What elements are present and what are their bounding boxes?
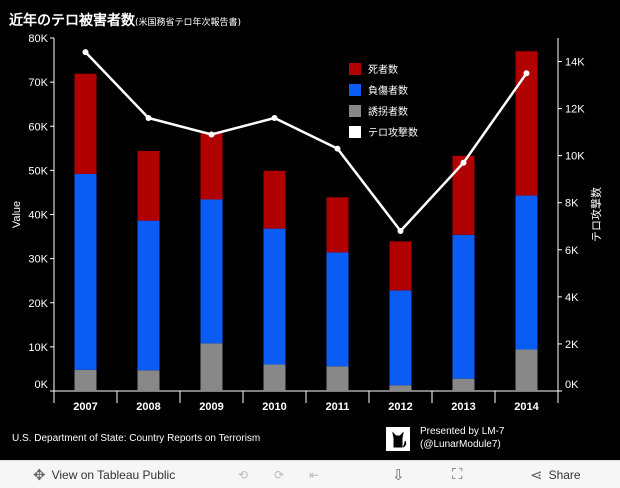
x-tick-label: 2007 [73,401,97,413]
bar-segment [515,51,538,196]
attack-count-point [523,70,530,77]
y2-tick-label: 8K [565,198,579,210]
y2-tick-label: 14K [565,57,585,69]
attack-count-point [271,115,278,122]
bar-segment [263,364,286,391]
revert-icon: ⇤ [309,467,320,482]
legend-label: テロ攻撃数 [368,126,418,139]
bar-segment [452,234,475,379]
legend-swatch [349,84,361,96]
share-label: Share [548,467,581,482]
y-tick-label: 50K [28,165,48,177]
bar-segment [74,173,97,370]
author-avatar-icon [386,427,410,451]
y-tick-label: 70K [28,77,48,89]
bar-segment [452,378,475,391]
title-sub: (米国務省テロ年次報告書) [135,18,242,28]
redo-button[interactable]: ⟳ [274,461,284,488]
y-tick-label: 60K [28,121,48,133]
source-text: U.S. Department of State: Country Report… [12,433,261,444]
title-main: 近年のテロ被害者数 [9,13,135,29]
tableau-toolbar: ✥ View on Tableau Public ⟲ ⟳ ⇤ ⇩ ⛶ ⋖ Sha… [0,460,620,488]
bar-segment [452,155,475,235]
share-button[interactable]: ⋖ Share [530,461,581,488]
bar-segment [263,228,286,365]
x-tick-label: 2010 [262,401,286,413]
legend-label: 誘拐者数 [368,105,408,118]
view-on-tableau-button[interactable]: ✥ View on Tableau Public [33,461,175,488]
legend-label: 負傷者数 [368,84,408,97]
attack-count-line [84,51,528,233]
y-tick-label: 80K [28,33,48,45]
y2-tick-label: 10K [565,151,585,163]
view-on-tableau-label: View on Tableau Public [51,467,176,482]
bar-segment [137,370,160,391]
bar-segment [326,197,349,253]
expand-icon: ✥ [33,466,46,484]
y-tick-label: 40K [28,210,48,222]
undo-icon: ⟲ [238,467,249,482]
bar-segment [74,369,97,391]
chart: 0K 10K 20K 30K 40K 50K 60K 70K 80K 0K 2K 4K 6K 8K 10K 1… [11,33,603,413]
legend-swatch [349,105,361,117]
attack-count-point [82,49,89,56]
legend-swatch [349,63,361,75]
y-tick-label: 10K [28,342,48,354]
attack-count-point [460,159,467,166]
y2-axis-label: テロ攻撃数 [589,187,603,242]
bar-segment [137,220,160,371]
bar-segment [389,290,412,386]
legend-label: 死者数 [368,63,398,76]
credit-line-2: (@LunarModule7) [420,439,501,450]
bar-segment [200,343,223,391]
share-icon: ⋖ [530,466,543,484]
attack-count-point [145,115,152,122]
x-tick-label: 2011 [326,401,350,413]
y2-tick-label: 4K [565,292,579,304]
y2-tick-label: 12K [565,104,585,116]
attack-count-point [208,131,215,138]
bar-segment [74,73,97,174]
y2-tick-label: 2K [565,339,579,351]
download-button[interactable]: ⇩ [392,461,405,488]
y-axis-label: Value [11,201,23,228]
y2-tick-label: 0K [565,379,579,391]
y-tick-label: 20K [28,298,48,310]
bar-segment [263,170,286,229]
attack-count-point [397,227,404,234]
fullscreen-button[interactable]: ⛶ [452,461,463,488]
bar-segment [326,366,349,391]
download-icon: ⇩ [392,466,405,484]
legend-swatch [349,126,361,138]
revert-button[interactable]: ⇤ [309,461,319,488]
credit-line-1: Presented by LM-7 [420,426,505,437]
bar-segment [515,195,538,350]
chart-title: 近年のテロ被害者数(米国務省テロ年次報告書) [9,10,241,30]
credit: Presented by LM-7 (@LunarModule7) [420,425,505,451]
x-tick-label: 2014 [514,401,539,413]
y2-tick-label: 6K [565,245,579,257]
x-tick-label: 2013 [451,401,475,413]
undo-button[interactable]: ⟲ [238,461,248,488]
y-tick-label: 0K [35,379,49,391]
bar-segment [326,252,349,367]
attack-count-point [334,145,341,152]
x-tick-label: 2012 [388,401,412,413]
x-tick-label: 2008 [136,401,160,413]
bar-segment [389,241,412,291]
bar-segment [200,199,223,344]
fullscreen-icon: ⛶ [452,466,463,483]
bar-segment [515,349,538,391]
redo-icon: ⟳ [274,467,285,482]
bar-segment [389,385,412,391]
y-tick-label: 30K [28,254,48,266]
x-tick-label: 2009 [199,401,223,413]
bar-segment [137,150,160,221]
bar-segment [200,131,223,200]
